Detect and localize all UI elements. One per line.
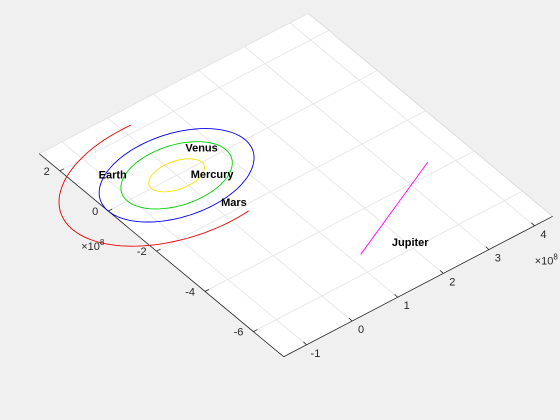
y-tick-label: -6 — [234, 327, 244, 339]
orbit-mars — [58, 124, 250, 247]
x-tick-label: 2 — [449, 276, 455, 288]
axis-line — [38, 153, 284, 358]
x-tick-mark — [303, 341, 307, 346]
x-tick-label: 3 — [495, 253, 501, 265]
grid-line-x — [107, 117, 353, 322]
label-mars: Mars — [221, 197, 247, 209]
grid-line-x — [198, 70, 444, 274]
x-tick-mark — [348, 317, 353, 322]
x-tick-label: 4 — [540, 229, 546, 241]
grid-line-x — [289, 22, 535, 227]
grid-line-y — [204, 150, 475, 292]
orbit-jupiter — [360, 161, 429, 255]
axis-line — [39, 12, 309, 155]
x-tick-mark — [394, 293, 398, 298]
y-tick-mark — [204, 289, 210, 292]
axes-plane — [39, 13, 553, 357]
label-venus: Venus — [185, 143, 217, 155]
grid-line-x — [244, 46, 490, 250]
x-tick-mark — [485, 246, 490, 250]
grid-line-y — [156, 110, 426, 252]
y-tick-mark — [253, 329, 258, 332]
grid-line-x — [61, 141, 307, 346]
y-tick-label: -2 — [137, 246, 147, 258]
tick-labels: -6 -4 -2 0 2 -1 0 1 2 3 4 — [44, 166, 547, 360]
y-axis-exponent-power: 8 — [100, 238, 105, 247]
x-axis-exponent: ×108 — [535, 252, 559, 267]
y-tick-label: 2 — [44, 166, 50, 178]
label-mercury: Mercury — [191, 169, 235, 181]
y-axis-exponent: ×108 — [81, 238, 105, 253]
y-tick-mark — [108, 208, 113, 212]
x-tick-mark — [439, 270, 444, 274]
planet-labels: Earth Venus Mercury Mars Jupiter — [99, 143, 430, 249]
label-earth: Earth — [99, 169, 127, 181]
grid-line-x — [152, 93, 398, 298]
orbit-venus — [120, 141, 233, 210]
x-tick-mark — [531, 222, 535, 227]
x-axis-exponent-power: 8 — [553, 252, 558, 261]
y-tick-label: 0 — [92, 206, 98, 218]
grid-line-y — [253, 190, 523, 332]
orbit-earth — [98, 128, 255, 223]
grid-line-y — [108, 70, 378, 212]
label-jupiter: Jupiter — [392, 237, 429, 249]
orbit-mercury — [148, 158, 205, 193]
y-tick-mark — [156, 248, 161, 252]
orbits — [58, 124, 429, 255]
x-tick-label: 0 — [358, 324, 364, 336]
y-axis-exponent-base: ×10 — [81, 241, 100, 253]
grid — [59, 22, 535, 346]
axis-line — [283, 215, 553, 358]
axis-line — [308, 12, 553, 217]
grid-line-y — [59, 30, 330, 172]
x-tick-label: -1 — [311, 348, 321, 360]
axes — [38, 12, 553, 358]
x-axis-exponent-base: ×10 — [535, 255, 554, 267]
y-tick-label: -4 — [185, 286, 195, 298]
x-tick-label: 1 — [404, 300, 410, 312]
y-tick-mark — [59, 168, 64, 172]
